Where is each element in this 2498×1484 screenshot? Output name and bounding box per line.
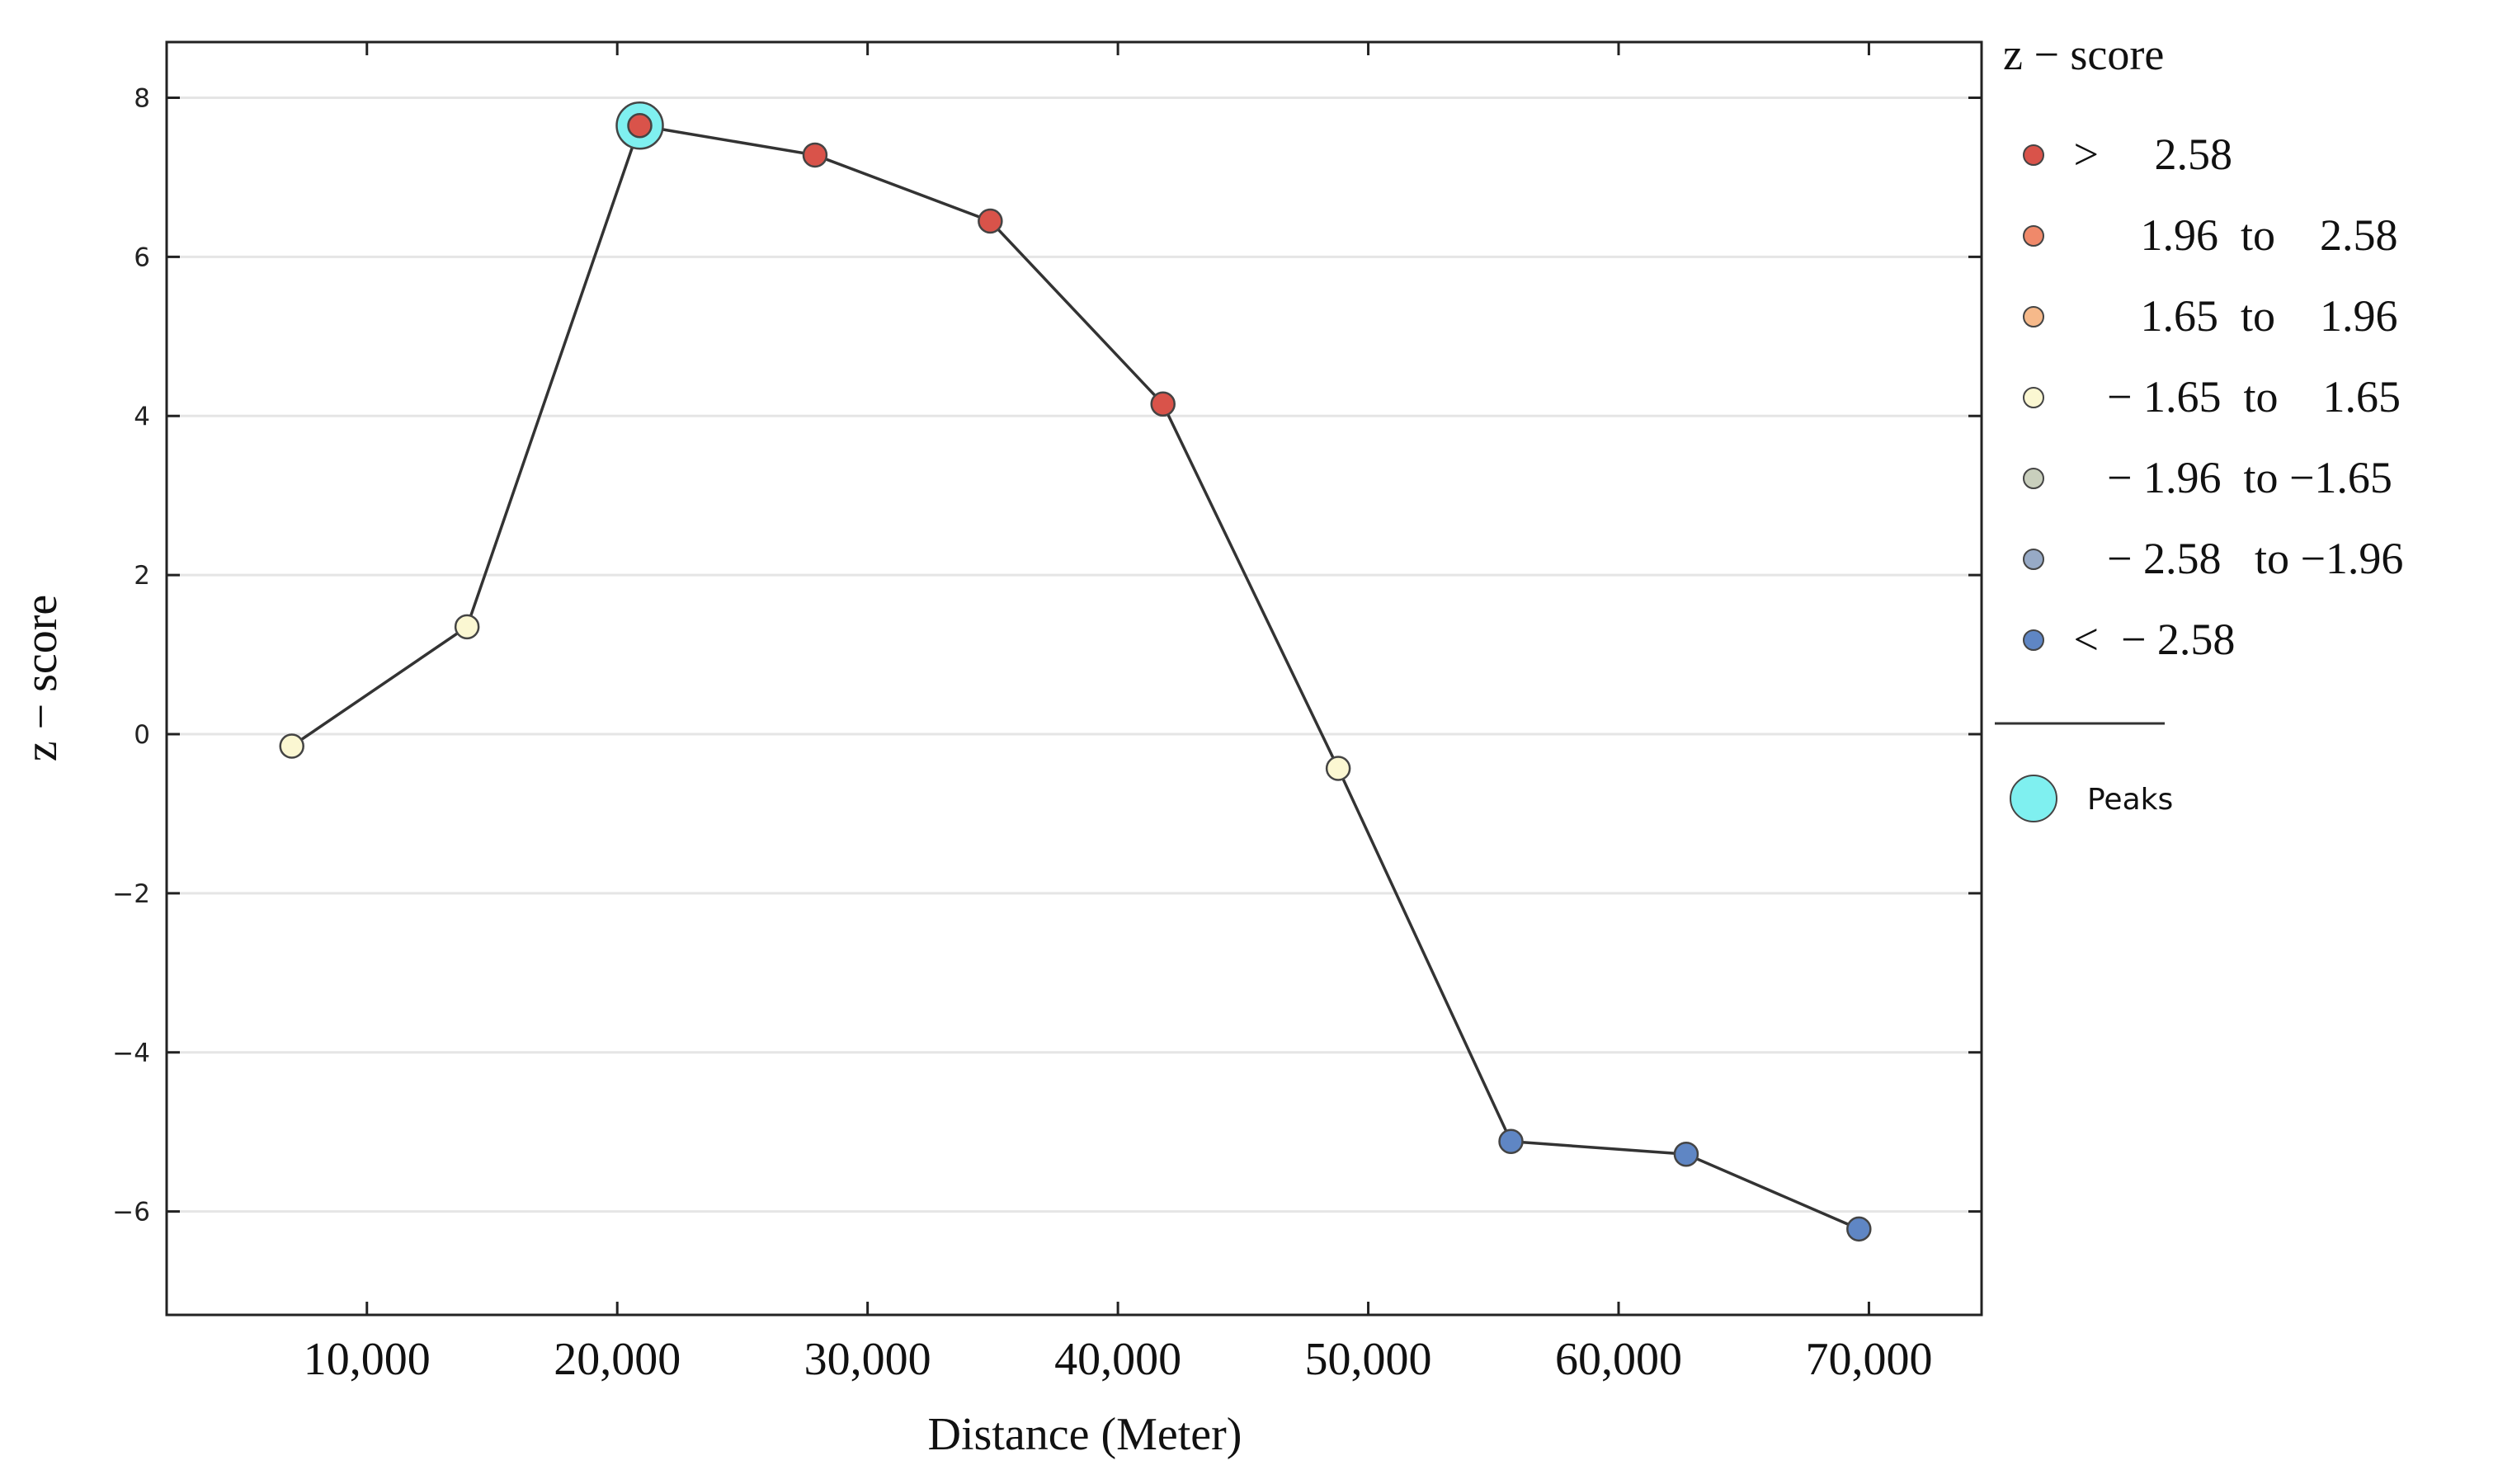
y-tick-label: −2 xyxy=(112,879,150,909)
legend-label: 1.65 to 1.96 xyxy=(2062,291,2398,341)
data-point xyxy=(802,142,828,168)
series-line-path xyxy=(290,124,1860,1231)
y-tick-label: 4 xyxy=(134,402,150,431)
legend-label: − 1.96 to −1.65 xyxy=(2062,453,2392,502)
legend-label: > 2.58 xyxy=(2062,130,2232,179)
legend-label: < − 2.58 xyxy=(2062,615,2235,664)
y-tick-label: 2 xyxy=(134,561,150,591)
y-tick-label: 8 xyxy=(134,84,150,114)
legend-marker xyxy=(2023,144,2044,166)
axis-ticks: 8 6 4 2 0 −2 −4 −6 10,000 20,000 30,000 40,000 50,00… xyxy=(112,42,1982,1385)
y-tick-label: 6 xyxy=(134,243,150,272)
legend-marker xyxy=(2023,629,2044,651)
legend-label: − 1.65 to 1.65 xyxy=(2062,372,2401,422)
legend-marker xyxy=(2023,306,2044,327)
legend-title: z − score xyxy=(2003,30,2164,79)
legend-peak-marker xyxy=(2010,775,2057,822)
x-tick-label: 60,000 xyxy=(1555,1334,1682,1385)
y-tick-label: −6 xyxy=(112,1198,150,1227)
legend: z − score > 2.58 1.96 to 2.58 1.65 to 1.… xyxy=(1995,30,2403,822)
y-tick-label: 0 xyxy=(134,720,150,750)
legend-label: 1.96 to 2.58 xyxy=(2062,210,2398,260)
legend-marker xyxy=(2023,549,2044,570)
x-axis-title: Distance (Meter) xyxy=(928,1409,1242,1460)
series-points xyxy=(279,101,1872,1242)
data-point xyxy=(978,208,1003,234)
grid-lines xyxy=(167,97,1982,1213)
x-tick-label: 30,000 xyxy=(804,1334,931,1385)
legend-label: − 2.58 to −1.96 xyxy=(2062,534,2403,583)
data-point xyxy=(1673,1141,1699,1167)
plot-frame xyxy=(165,40,1983,1317)
x-tick-label: 50,000 xyxy=(1305,1334,1432,1385)
y-axis-title: z − score xyxy=(16,595,67,762)
data-point xyxy=(1846,1216,1872,1242)
data-point xyxy=(627,113,653,139)
series-line xyxy=(290,124,1860,1231)
legend-marker xyxy=(2023,387,2044,408)
legend-peaks-label: Peaks xyxy=(2087,783,2173,817)
data-point xyxy=(1150,391,1176,417)
x-tick-label: 20,000 xyxy=(554,1334,681,1385)
x-tick-label: 40,000 xyxy=(1054,1334,1181,1385)
legend-marker xyxy=(2023,225,2044,247)
data-point xyxy=(454,614,480,640)
data-point xyxy=(1498,1128,1524,1155)
y-tick-label: −4 xyxy=(112,1039,150,1068)
data-point xyxy=(1325,756,1351,781)
x-tick-label: 10,000 xyxy=(304,1334,431,1385)
x-tick-label: 70,000 xyxy=(1805,1334,1932,1385)
data-point xyxy=(279,733,304,759)
legend-marker xyxy=(2023,468,2044,489)
